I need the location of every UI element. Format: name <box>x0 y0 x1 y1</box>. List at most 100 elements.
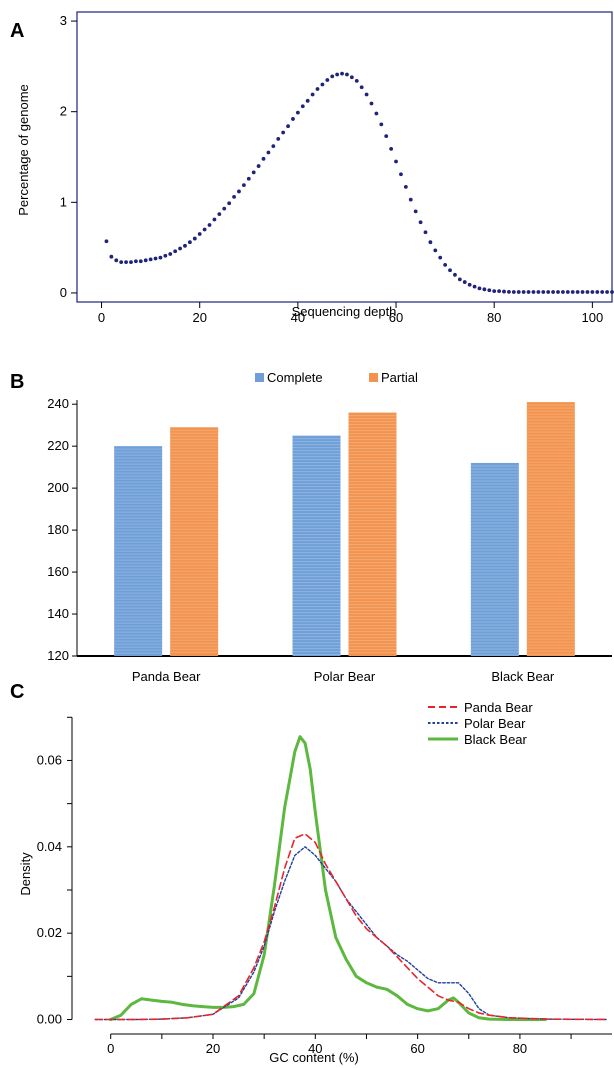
data-point <box>546 290 551 294</box>
data-point <box>507 289 511 294</box>
data-point <box>168 252 173 256</box>
data-point <box>516 290 521 294</box>
panel-a-axes: 0 20 40 60 80 100 0 1 2 3 <box>60 13 603 325</box>
data-point <box>482 287 487 292</box>
data-point <box>276 136 281 141</box>
data-point <box>340 71 344 76</box>
panel-a-xlabel: Sequencing depth <box>292 304 397 319</box>
data-point <box>364 92 369 97</box>
data-point <box>600 290 605 294</box>
data-point <box>438 255 443 260</box>
data-point <box>335 72 340 77</box>
data-point <box>595 290 600 294</box>
data-point <box>433 248 438 253</box>
data-point <box>202 227 207 232</box>
x-tick-label: 40 <box>308 1041 322 1056</box>
data-point <box>403 185 408 189</box>
category-label: Polar Bear <box>314 669 376 684</box>
data-point <box>192 236 197 241</box>
x-tick-label: 60 <box>389 310 403 325</box>
data-point <box>511 290 516 294</box>
y-tick-label: 0 <box>60 285 67 300</box>
y-tick-label: 140 <box>47 606 69 621</box>
data-point <box>487 288 492 293</box>
y-tick-label: 220 <box>47 438 69 453</box>
data-point <box>237 189 241 194</box>
panel-b-bars <box>114 402 575 656</box>
data-point <box>300 104 305 109</box>
y-tick-label: 240 <box>47 396 69 411</box>
data-point <box>295 110 300 115</box>
x-tick-label: 0 <box>107 1041 114 1056</box>
data-point <box>379 122 384 127</box>
data-point <box>561 290 565 294</box>
data-point <box>374 111 379 116</box>
data-point <box>521 290 526 294</box>
legend-swatch-complete <box>255 373 264 382</box>
data-point <box>241 183 246 187</box>
data-point <box>359 85 364 90</box>
data-point <box>467 282 472 287</box>
x-tick-label: 20 <box>192 310 206 325</box>
data-point <box>232 194 236 199</box>
data-point <box>330 74 335 79</box>
bar-partial <box>526 402 575 656</box>
x-tick-label: 60 <box>410 1041 424 1056</box>
panel-b-legend: Complete Partial <box>255 370 418 385</box>
panel-c-lines <box>94 735 608 1021</box>
panel-a-frame <box>76 11 613 303</box>
y-tick-label: 0.02 <box>37 925 62 940</box>
data-point <box>217 212 222 216</box>
data-point <box>143 258 148 263</box>
data-point <box>565 290 570 294</box>
y-tick-label: 180 <box>47 522 69 537</box>
bar-complete <box>114 446 163 656</box>
data-point <box>325 78 330 82</box>
data-point <box>256 164 261 168</box>
data-point <box>109 254 114 259</box>
data-point <box>315 87 320 91</box>
data-point <box>394 159 398 164</box>
x-tick-label: 0 <box>98 310 105 325</box>
data-point <box>281 130 286 135</box>
data-point <box>310 92 315 97</box>
line-panda-bear <box>94 833 608 1021</box>
data-point <box>448 268 452 273</box>
data-point <box>408 197 413 202</box>
panel-a-points <box>104 71 614 294</box>
data-point <box>551 290 556 294</box>
y-tick-label: 200 <box>47 480 69 495</box>
data-point <box>541 290 546 294</box>
data-point <box>502 289 506 294</box>
data-point <box>349 75 354 80</box>
data-point <box>605 290 609 294</box>
x-tick-label: 100 <box>582 310 604 325</box>
data-point <box>345 72 349 77</box>
data-point <box>457 277 462 282</box>
data-point <box>384 134 389 139</box>
data-point <box>148 257 153 262</box>
legend-label-polar-bear: Polar Bear <box>464 716 526 731</box>
data-point <box>580 290 585 294</box>
y-tick-label: 3 <box>60 13 67 28</box>
data-point <box>207 223 212 227</box>
y-tick-label: 0.04 <box>37 839 62 854</box>
data-point <box>590 290 595 294</box>
data-point <box>556 290 560 294</box>
legend-label-black-bear: Black Bear <box>464 732 528 747</box>
data-point <box>492 289 497 294</box>
x-tick-label: 80 <box>487 310 501 325</box>
panel-c-axes: 0.00 0.02 0.04 0.06 0 20 40 60 80 <box>37 716 612 1056</box>
data-point <box>531 290 536 294</box>
category-label: Panda Bear <box>132 669 201 684</box>
data-point <box>526 290 531 294</box>
data-point <box>570 290 575 294</box>
panel-b-letter: B <box>10 371 24 393</box>
data-point <box>477 286 482 291</box>
y-tick-label: 160 <box>47 564 69 579</box>
bar-complete <box>292 435 341 656</box>
data-point <box>399 172 403 177</box>
panel-c-letter: C <box>10 681 24 703</box>
data-point <box>187 240 192 245</box>
